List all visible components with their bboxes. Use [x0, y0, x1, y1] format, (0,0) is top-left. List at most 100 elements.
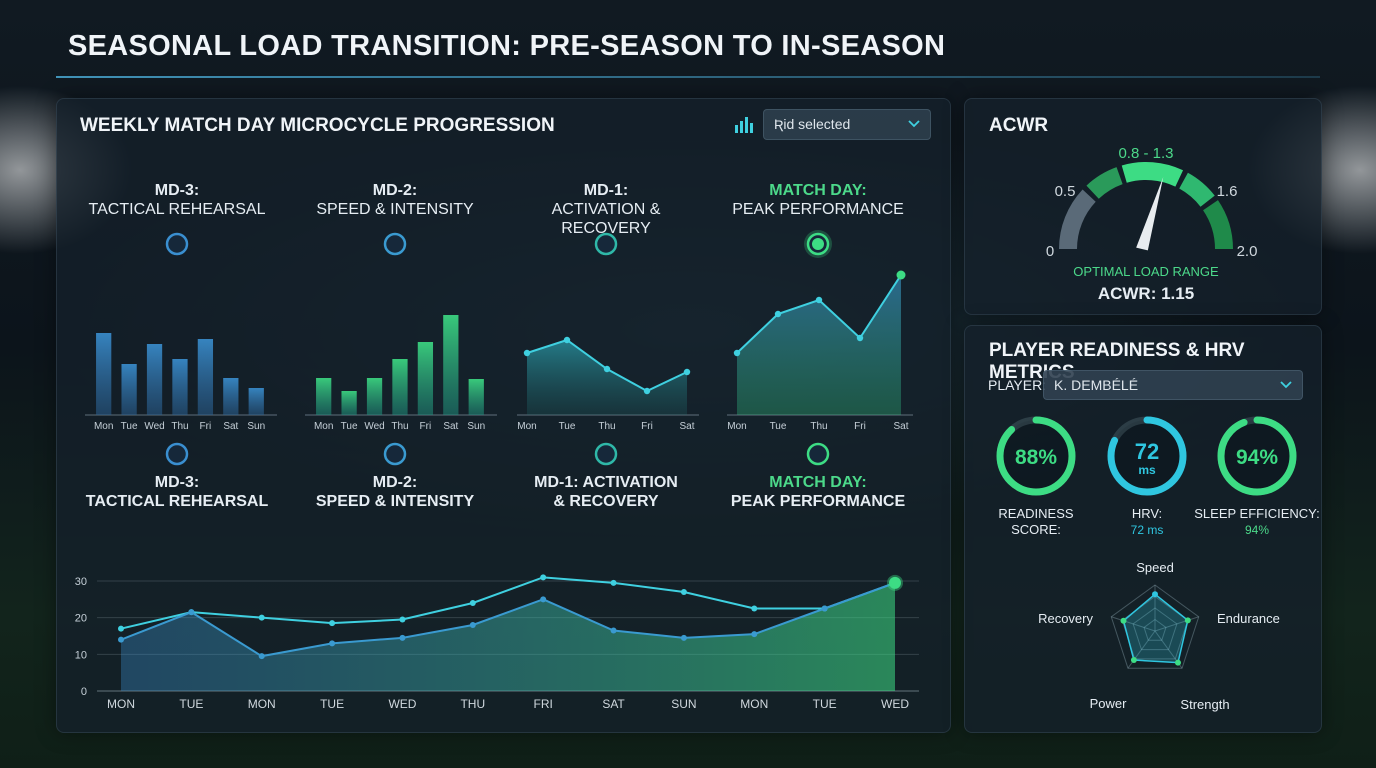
area-md1-point[interactable] [563, 336, 571, 344]
bars-md2-bar[interactable] [341, 391, 357, 415]
bars-md2-bar[interactable] [316, 378, 332, 415]
bottom-timeline-node-matchday[interactable] [806, 442, 830, 466]
bars-md2-bar[interactable] [443, 315, 459, 415]
readiness-panel: PLAYER READINESS & HRV METRICS PLAYER: K… [964, 325, 1322, 733]
top-stage-subtitle: ACTIVATION & RECOVERY [551, 201, 661, 237]
bottom-stage-2: MD-1: ACTIVATION & RECOVERY [506, 473, 706, 511]
radar-values [1122, 593, 1189, 664]
bottom-chart-x-tick: THU [460, 697, 485, 711]
acwr-tick-0.5: 0.5 [1055, 183, 1076, 200]
title-divider [56, 76, 1320, 78]
bars-md2-x-tick: Fri [420, 421, 432, 432]
radar-point[interactable] [1174, 659, 1181, 666]
bars-md3-x-tick: Tue [121, 421, 138, 432]
bottom-chart-point[interactable] [680, 634, 687, 641]
bottom-timeline-node-md2[interactable] [383, 442, 407, 466]
area-matchday-x-tick: Fri [854, 421, 866, 432]
bars-md3-bar[interactable] [146, 344, 163, 415]
bottom-chart-point[interactable] [399, 634, 406, 641]
bars-md2-bar[interactable] [468, 379, 484, 415]
selection-dropdown[interactable]: Ʀid selected [763, 109, 931, 140]
bottom-chart-series-1 [120, 581, 896, 658]
acwr-optimal-range: 0.8 - 1.3 [1118, 145, 1173, 162]
bars-md3-bar[interactable] [197, 339, 214, 415]
bottom-chart-point[interactable] [751, 631, 758, 638]
player-select-value: K. DEMBÉLÉ [1054, 377, 1139, 393]
area-matchday-point[interactable] [774, 310, 782, 318]
radar-spoke [1111, 616, 1156, 632]
page-title: SEASONAL LOAD TRANSITION: PRE-SEASON TO … [68, 30, 946, 62]
bottom-chart-point[interactable] [540, 574, 547, 581]
area-matchday-peak-point[interactable] [896, 270, 906, 280]
bottom-chart-y-tick: 30 [75, 576, 87, 588]
bars-md2-x-tick: Tue [341, 421, 358, 432]
radar-point[interactable] [1152, 591, 1158, 598]
metric-sub-value: 72 ms [1130, 523, 1164, 537]
bottom-chart-point[interactable] [118, 636, 124, 643]
bars-md3-x-tick: Wed [144, 421, 164, 432]
bars-md2-x-tick: Mon [314, 421, 333, 432]
bars-md3-bar[interactable] [248, 388, 264, 415]
top-stage-heading: MD-2: [372, 182, 418, 199]
bottom-chart-point[interactable] [329, 620, 336, 627]
area-md1-point[interactable] [523, 349, 531, 357]
acwr-tick-1.6: 1.6 [1217, 183, 1238, 200]
player-select[interactable]: K. DEMBÉLÉ [1043, 370, 1303, 400]
bottom-chart-point[interactable] [258, 614, 265, 621]
bottom-chart-point[interactable] [680, 589, 687, 595]
bottom-chart-highlight-point[interactable] [887, 574, 903, 591]
bottom-stage-heading: MD-3: [154, 474, 200, 491]
bars-md3-x-tick: Mon [94, 421, 113, 432]
bottom-timeline-node-md1[interactable] [594, 442, 618, 466]
top-timeline-node-md1[interactable] [594, 232, 618, 256]
radar-point[interactable] [1184, 617, 1191, 624]
area-matchday-x-tick: Mon [727, 421, 746, 432]
radar-point[interactable] [1120, 617, 1127, 624]
bars-md3-bar[interactable] [223, 378, 239, 415]
chevron-down-icon [1280, 381, 1292, 389]
bars-md2-bar[interactable] [392, 359, 408, 415]
bars-md3-bar[interactable] [172, 359, 188, 415]
bottom-chart-y-tick: 20 [75, 613, 87, 625]
area-md1-point[interactable] [603, 365, 611, 373]
bottom-chart-area [121, 582, 895, 691]
area-md1-point[interactable] [683, 368, 691, 376]
area-matchday-point[interactable] [856, 334, 864, 342]
bottom-stage-subtitle: & RECOVERY [553, 493, 659, 510]
bar-chart-icon[interactable] [735, 115, 755, 133]
bottom-chart-point[interactable] [469, 622, 476, 628]
top-timeline-node-md2[interactable] [383, 232, 407, 256]
area-matchday-point[interactable] [733, 349, 741, 357]
bottom-chart-point[interactable] [329, 640, 336, 647]
bottom-chart-point[interactable] [751, 605, 758, 612]
area-md1-point[interactable] [643, 387, 651, 395]
bars-md3-x-tick: Sun [247, 421, 265, 432]
top-stage-heading: MATCH DAY: [769, 182, 867, 199]
bars-md3-bar[interactable] [121, 364, 137, 415]
metric-sub-value: 94% [1244, 523, 1270, 537]
metric-unit: ms [1138, 463, 1156, 477]
bottom-chart-point[interactable] [399, 616, 406, 623]
bottom-chart-point[interactable] [610, 627, 617, 634]
bottom-chart-point[interactable] [821, 605, 828, 612]
bottom-chart-point[interactable] [610, 579, 617, 586]
bottom-timeline-node-md3[interactable] [165, 442, 189, 466]
bottom-chart-x-tick: WED [388, 697, 416, 711]
bars-md2-bar[interactable] [366, 378, 383, 415]
top-timeline-node-md3[interactable] [165, 232, 189, 256]
metric-label: HRV: 72 ms [1082, 506, 1212, 538]
bottom-chart-point[interactable] [188, 609, 195, 616]
bars-md2-bar[interactable] [417, 342, 434, 415]
radar-axis-label: Strength [1180, 697, 1229, 712]
area-md1-x-tick: Tue [559, 421, 576, 432]
bars-md2-x-tick: Thu [391, 421, 408, 432]
area-matchday-point[interactable] [815, 296, 823, 304]
bottom-chart-point[interactable] [540, 596, 547, 603]
bottom-chart-point[interactable] [469, 600, 476, 606]
bars-md3-bar[interactable] [96, 333, 112, 415]
bottom-chart-point[interactable] [118, 625, 124, 632]
top-stage-2: MD-1: ACTIVATION & RECOVERY [506, 181, 706, 238]
radar-point[interactable] [1130, 657, 1137, 664]
bottom-chart-point[interactable] [258, 653, 265, 660]
